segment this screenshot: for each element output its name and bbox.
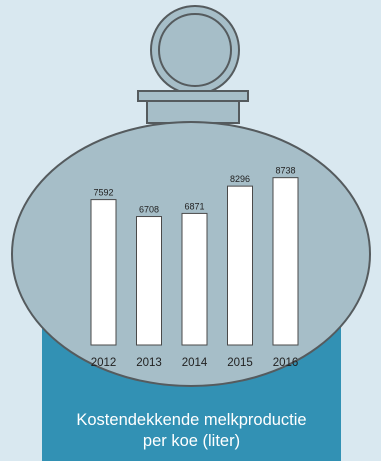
data-label-2014: 6871 — [184, 201, 204, 211]
chart-caption: Kostendekkende melkproductie per koe (li… — [42, 410, 341, 452]
data-label-2016: 8738 — [275, 166, 295, 176]
data-label-2012: 7592 — [93, 188, 113, 198]
tank-neck-plate — [137, 90, 249, 102]
x-tick-2012: 2012 — [91, 357, 117, 369]
bar-2012 — [90, 199, 117, 346]
bar-2016 — [272, 177, 299, 346]
caption-line-2: per koe (liter) — [142, 432, 241, 450]
x-tick-2014: 2014 — [182, 357, 208, 369]
bar-2013 — [136, 216, 162, 346]
caption-line-1: Kostendekkende melkproductie — [76, 411, 307, 429]
data-label-2015: 8296 — [230, 174, 250, 184]
x-tick-2015: 2015 — [227, 357, 253, 369]
bar-2015 — [227, 185, 253, 346]
tank-lid-inner — [158, 13, 232, 87]
tank-neck — [146, 100, 240, 124]
bars-layer: 7592 2012 6708 2013 6871 2014 8296 2015 8738 2016 — [90, 166, 299, 369]
data-label-2013: 6708 — [139, 205, 159, 215]
bar-2014 — [181, 212, 208, 346]
x-tick-2013: 2013 — [136, 357, 162, 369]
x-tick-2016: 2016 — [273, 357, 299, 369]
